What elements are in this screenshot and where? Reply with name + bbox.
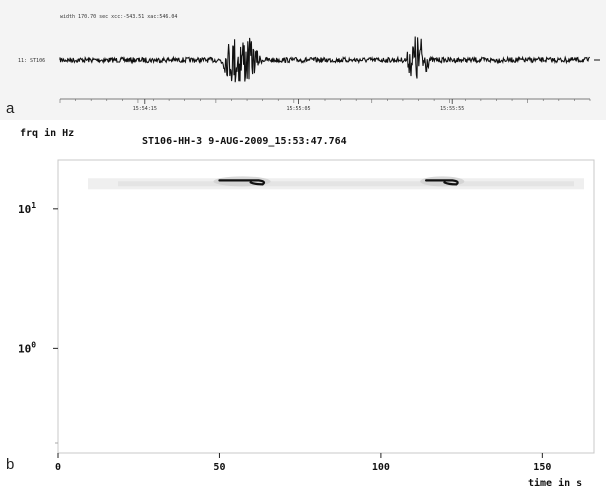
- x-axis-label: time in s: [528, 478, 583, 489]
- seismogram-panel: width 170.70 sec xcc:-543.51 xac:546.04 …: [0, 0, 606, 120]
- x-tick-label: 100: [372, 462, 390, 473]
- x-tick-label: 0: [55, 462, 61, 473]
- y-tick-label: 101: [18, 201, 36, 216]
- background-band-core: [118, 181, 574, 187]
- event-mark: [424, 179, 459, 186]
- y-axis-label: frq in Hz: [20, 128, 75, 139]
- seismogram-header: width 170.70 sec xcc:-543.51 xac:546.04: [60, 14, 178, 20]
- plot-area: [57, 159, 595, 454]
- y-tick-label: 100: [18, 340, 36, 355]
- time-tick-label: 15:55:55: [440, 106, 464, 112]
- panel-a-letter: a: [6, 100, 15, 117]
- time-tick-label: 15:55:05: [286, 106, 310, 112]
- waveform: [59, 36, 590, 83]
- panel-b-letter: b: [6, 456, 15, 473]
- event-mark: [218, 179, 266, 186]
- x-tick-label: 50: [213, 462, 225, 473]
- trace-label: 11: ST106: [18, 58, 46, 64]
- chart-title: ST106-HH-3 9-AUG-2009_15:53:47.764: [142, 136, 347, 147]
- x-tick-label: 150: [533, 462, 551, 473]
- seismogram-trace: 15:54:15 15:55:05 15:55:55: [59, 36, 600, 112]
- time-tick-label: 15:54:15: [133, 106, 157, 112]
